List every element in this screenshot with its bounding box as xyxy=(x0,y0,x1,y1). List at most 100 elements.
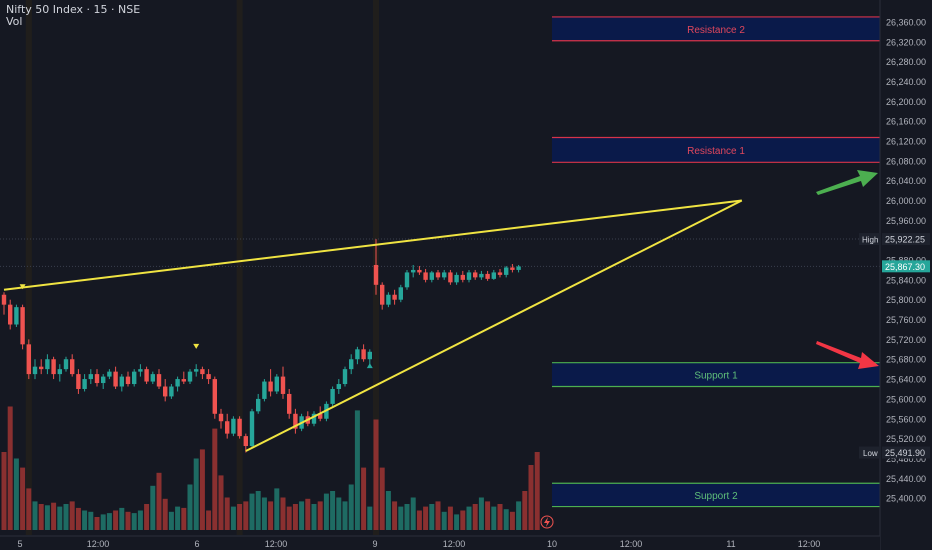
candle-body xyxy=(26,344,31,375)
candle-body xyxy=(287,393,292,414)
candle xyxy=(94,369,100,387)
candle-body xyxy=(101,376,106,384)
candle xyxy=(311,411,317,427)
candle-body xyxy=(187,371,193,382)
price-tick-label: 25,640.00 xyxy=(886,375,926,385)
price-tick-label: 25,840.00 xyxy=(886,275,926,285)
candle-body xyxy=(491,272,496,279)
candle-body xyxy=(231,418,236,434)
volume-bar xyxy=(348,484,354,530)
volume-bar xyxy=(13,458,19,530)
volume-bar xyxy=(175,506,181,530)
volume-bar xyxy=(206,510,212,530)
volume-bar xyxy=(212,428,218,530)
candle-body xyxy=(243,436,248,447)
candle-body xyxy=(119,376,124,387)
candle xyxy=(491,269,496,280)
candle xyxy=(442,269,447,280)
price-tick-label: 26,040.00 xyxy=(886,176,926,186)
resistance-2-label: Resistance 2 xyxy=(687,25,745,36)
candle-body xyxy=(57,369,62,375)
signal-marker-icon xyxy=(193,343,200,349)
support-1-label: Support 1 xyxy=(694,371,738,382)
candle xyxy=(479,270,484,280)
volume-bar xyxy=(187,484,193,530)
volume-bar xyxy=(398,506,404,530)
candle xyxy=(119,374,124,392)
candle xyxy=(39,359,44,375)
volume-bar xyxy=(299,501,305,530)
candle-body xyxy=(125,376,131,385)
candle xyxy=(516,264,521,273)
candle-body xyxy=(510,267,515,270)
candle xyxy=(448,269,453,285)
price-tick-label: 26,200.00 xyxy=(886,97,926,107)
candle-body xyxy=(367,351,372,360)
candle-body xyxy=(218,413,224,422)
candle xyxy=(361,344,366,362)
candle-body xyxy=(361,349,366,360)
time-tick-label: 12:00 xyxy=(443,539,466,549)
volume-bar xyxy=(137,510,143,530)
arrow-down-icon xyxy=(816,341,879,369)
candle xyxy=(392,289,397,305)
candle-body xyxy=(473,272,478,278)
volume-bar xyxy=(485,501,491,530)
candle-body xyxy=(466,272,472,280)
candle xyxy=(70,354,75,377)
candle-body xyxy=(448,272,453,283)
candle xyxy=(212,376,217,419)
chart-header: Nifty 50 Index · 15 · NSE Vol xyxy=(6,4,140,28)
price-tick-label: 25,480.00 xyxy=(886,454,926,464)
volume-bar xyxy=(503,509,509,530)
candle xyxy=(411,264,416,278)
volume-bar xyxy=(94,517,100,530)
candle-body xyxy=(212,379,217,414)
arrow-up-icon xyxy=(816,170,878,195)
volume-bar xyxy=(82,510,88,530)
candle xyxy=(32,359,38,380)
trendline-lower xyxy=(245,199,743,452)
candle xyxy=(144,366,149,385)
trendline-upper xyxy=(3,199,742,291)
candle-body xyxy=(392,294,397,300)
price-tick-label: 25,800.00 xyxy=(886,295,926,305)
volume-bar xyxy=(336,497,342,530)
volume-bar xyxy=(218,475,224,530)
resistance-1-label: Resistance 1 xyxy=(687,146,745,157)
candle xyxy=(373,239,379,295)
candle xyxy=(138,364,143,377)
candle xyxy=(169,384,174,399)
volume-bar xyxy=(516,501,522,530)
candle xyxy=(386,292,391,308)
candle-body xyxy=(349,359,354,370)
candle-body xyxy=(175,379,180,387)
price-tick-label: 26,360.00 xyxy=(886,17,926,27)
candle-body xyxy=(442,272,447,278)
volume-bar xyxy=(447,506,453,530)
volume-bar xyxy=(342,501,348,530)
candle xyxy=(187,369,193,385)
volume-bar xyxy=(249,493,255,530)
volume-bar xyxy=(410,497,416,530)
candle xyxy=(88,369,93,385)
lightning-icon[interactable] xyxy=(540,515,554,529)
volume-bar xyxy=(32,501,38,530)
candle xyxy=(485,270,490,281)
candle-body xyxy=(82,379,87,389)
candle xyxy=(336,379,341,394)
price-tick-label: 26,000.00 xyxy=(886,196,926,206)
candle xyxy=(280,366,286,399)
time-tick-label: 6 xyxy=(194,539,199,549)
volume-bar xyxy=(237,504,243,530)
candle-body xyxy=(268,381,273,392)
price-tick-label: 25,760.00 xyxy=(886,315,926,325)
high-price-box xyxy=(882,233,930,246)
candle-body xyxy=(417,269,422,273)
candle-body xyxy=(194,369,199,372)
candle-body xyxy=(280,376,286,394)
candle-body xyxy=(225,421,230,434)
candle xyxy=(57,364,62,382)
